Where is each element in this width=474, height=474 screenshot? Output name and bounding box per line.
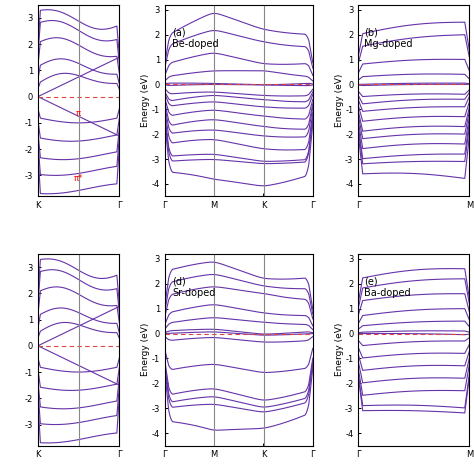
- Text: π: π: [76, 109, 81, 118]
- Y-axis label: Energy (eV): Energy (eV): [335, 74, 344, 127]
- Text: (e)
Ba-doped: (e) Ba-doped: [364, 277, 410, 299]
- Y-axis label: Energy (eV): Energy (eV): [141, 74, 150, 127]
- Text: (a)
Be-doped: (a) Be-doped: [172, 28, 219, 49]
- Text: (d)
Sr-doped: (d) Sr-doped: [172, 277, 216, 299]
- Text: (b)
Mg-doped: (b) Mg-doped: [364, 28, 412, 49]
- Y-axis label: Energy (eV): Energy (eV): [141, 323, 150, 376]
- Text: π*: π*: [74, 174, 83, 183]
- Y-axis label: Energy (eV): Energy (eV): [335, 323, 344, 376]
